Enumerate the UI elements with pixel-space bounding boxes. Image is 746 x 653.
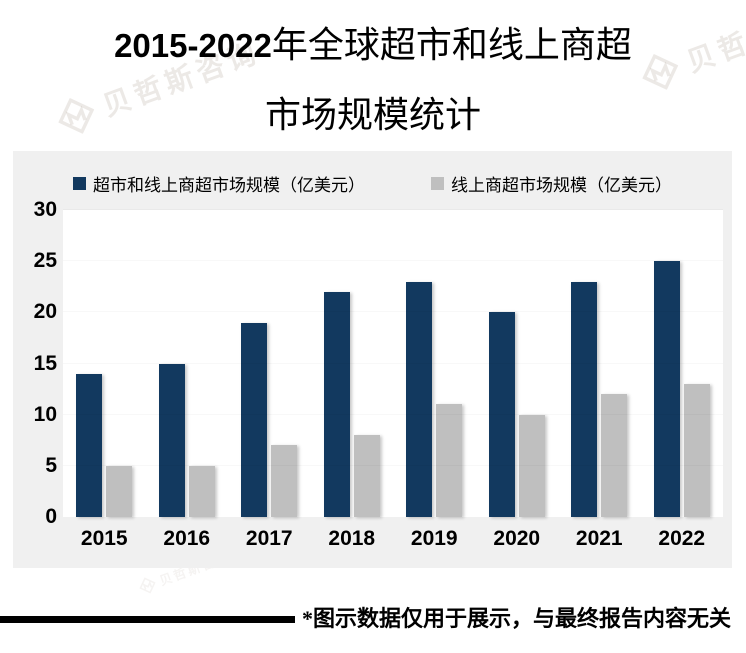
x-axis: 2015 2016 2017 2018 2019 2020 2021 2022 <box>63 527 723 551</box>
y-tick-label: 25 <box>33 249 57 273</box>
x-tick-label-2015: 2015 <box>80 527 128 550</box>
bar-series2-2022 <box>683 383 710 517</box>
y-tick-label: 10 <box>33 402 57 426</box>
bar-group-2021 <box>558 210 641 517</box>
footnote: *图示数据仅用于展示，与最终报告内容无关 <box>302 606 732 631</box>
legend-label: 线上商超市场规模（亿美元） <box>451 176 672 195</box>
bar-series1-2022 <box>653 261 680 517</box>
chart-title: 2015-2022年全球超市和线上商超 市场规模统计 <box>0 14 746 146</box>
bar-series1-2017 <box>241 322 268 517</box>
x-tick-label-2020: 2020 <box>493 527 541 550</box>
chart-title-line2: 市场规模统计 <box>264 95 481 135</box>
x-tick-label-2022: 2022 <box>658 527 706 550</box>
footer-divider <box>0 616 295 623</box>
bar-series1-2020 <box>488 312 515 517</box>
gridline <box>63 311 723 312</box>
legend-item-2: 线上商超市场规模（亿美元） <box>431 171 672 196</box>
bar-series2-2019 <box>436 404 463 517</box>
title-year-range: 2015-2022 <box>114 27 272 64</box>
y-tick-label: 5 <box>45 453 57 477</box>
y-tick-label: 30 <box>33 198 57 221</box>
chart-title-line1: 2015-2022年全球超市和线上商超 <box>0 14 746 84</box>
y-tick-label: 20 <box>33 300 57 324</box>
gridline <box>63 465 723 466</box>
bar-group-2016 <box>146 210 229 517</box>
gridline <box>63 363 723 364</box>
bar-series2-2021 <box>601 394 628 517</box>
bar-group-2015 <box>63 210 146 517</box>
legend-item-1: 超市和线上商超市场规模（亿美元） <box>73 171 365 196</box>
legend: 超市和线上商超市场规模（亿美元） 线上商超市场规模（亿美元） <box>13 171 732 196</box>
y-tick-label: 15 <box>33 351 57 375</box>
bar-series1-2018 <box>323 291 350 517</box>
bar-series2-2017 <box>271 445 298 517</box>
bar-series1-2021 <box>571 281 598 517</box>
bar-group-2022 <box>641 210 724 517</box>
legend-marker-icon <box>431 177 444 190</box>
x-tick-label-2021: 2021 <box>575 527 623 550</box>
bar-series2-2015 <box>106 465 133 517</box>
title-line1-text: 年全球超市和线上商超 <box>271 25 632 65</box>
bar-series1-2016 <box>158 363 185 517</box>
bar-group-2018 <box>311 210 394 517</box>
legend-marker-icon <box>73 177 86 190</box>
bar-group-2019 <box>393 210 476 517</box>
legend-label: 超市和线上商超市场规模（亿美元） <box>93 176 365 195</box>
y-tick-label: 0 <box>45 505 57 528</box>
bar-group-2020 <box>476 210 559 517</box>
bar-series1-2015 <box>76 373 103 517</box>
gridline <box>63 209 723 210</box>
bar-series2-2016 <box>188 465 215 517</box>
plot-area <box>63 210 723 517</box>
bar-group-2017 <box>228 210 311 517</box>
x-tick-label-2018: 2018 <box>328 527 376 550</box>
bar-series1-2019 <box>406 281 433 517</box>
gridline <box>63 260 723 261</box>
chart-area: 超市和线上商超市场规模（亿美元） 线上商超市场规模（亿美元） 0 5 10 15 20 25… <box>13 151 732 568</box>
bar-series2-2020 <box>518 414 545 517</box>
x-tick-label-2019: 2019 <box>410 527 458 550</box>
gridline <box>63 414 723 415</box>
company-logo-icon <box>139 577 156 594</box>
bar-series2-2018 <box>353 435 380 517</box>
x-tick-label-2016: 2016 <box>163 527 211 550</box>
x-tick-label-2017: 2017 <box>245 527 293 550</box>
